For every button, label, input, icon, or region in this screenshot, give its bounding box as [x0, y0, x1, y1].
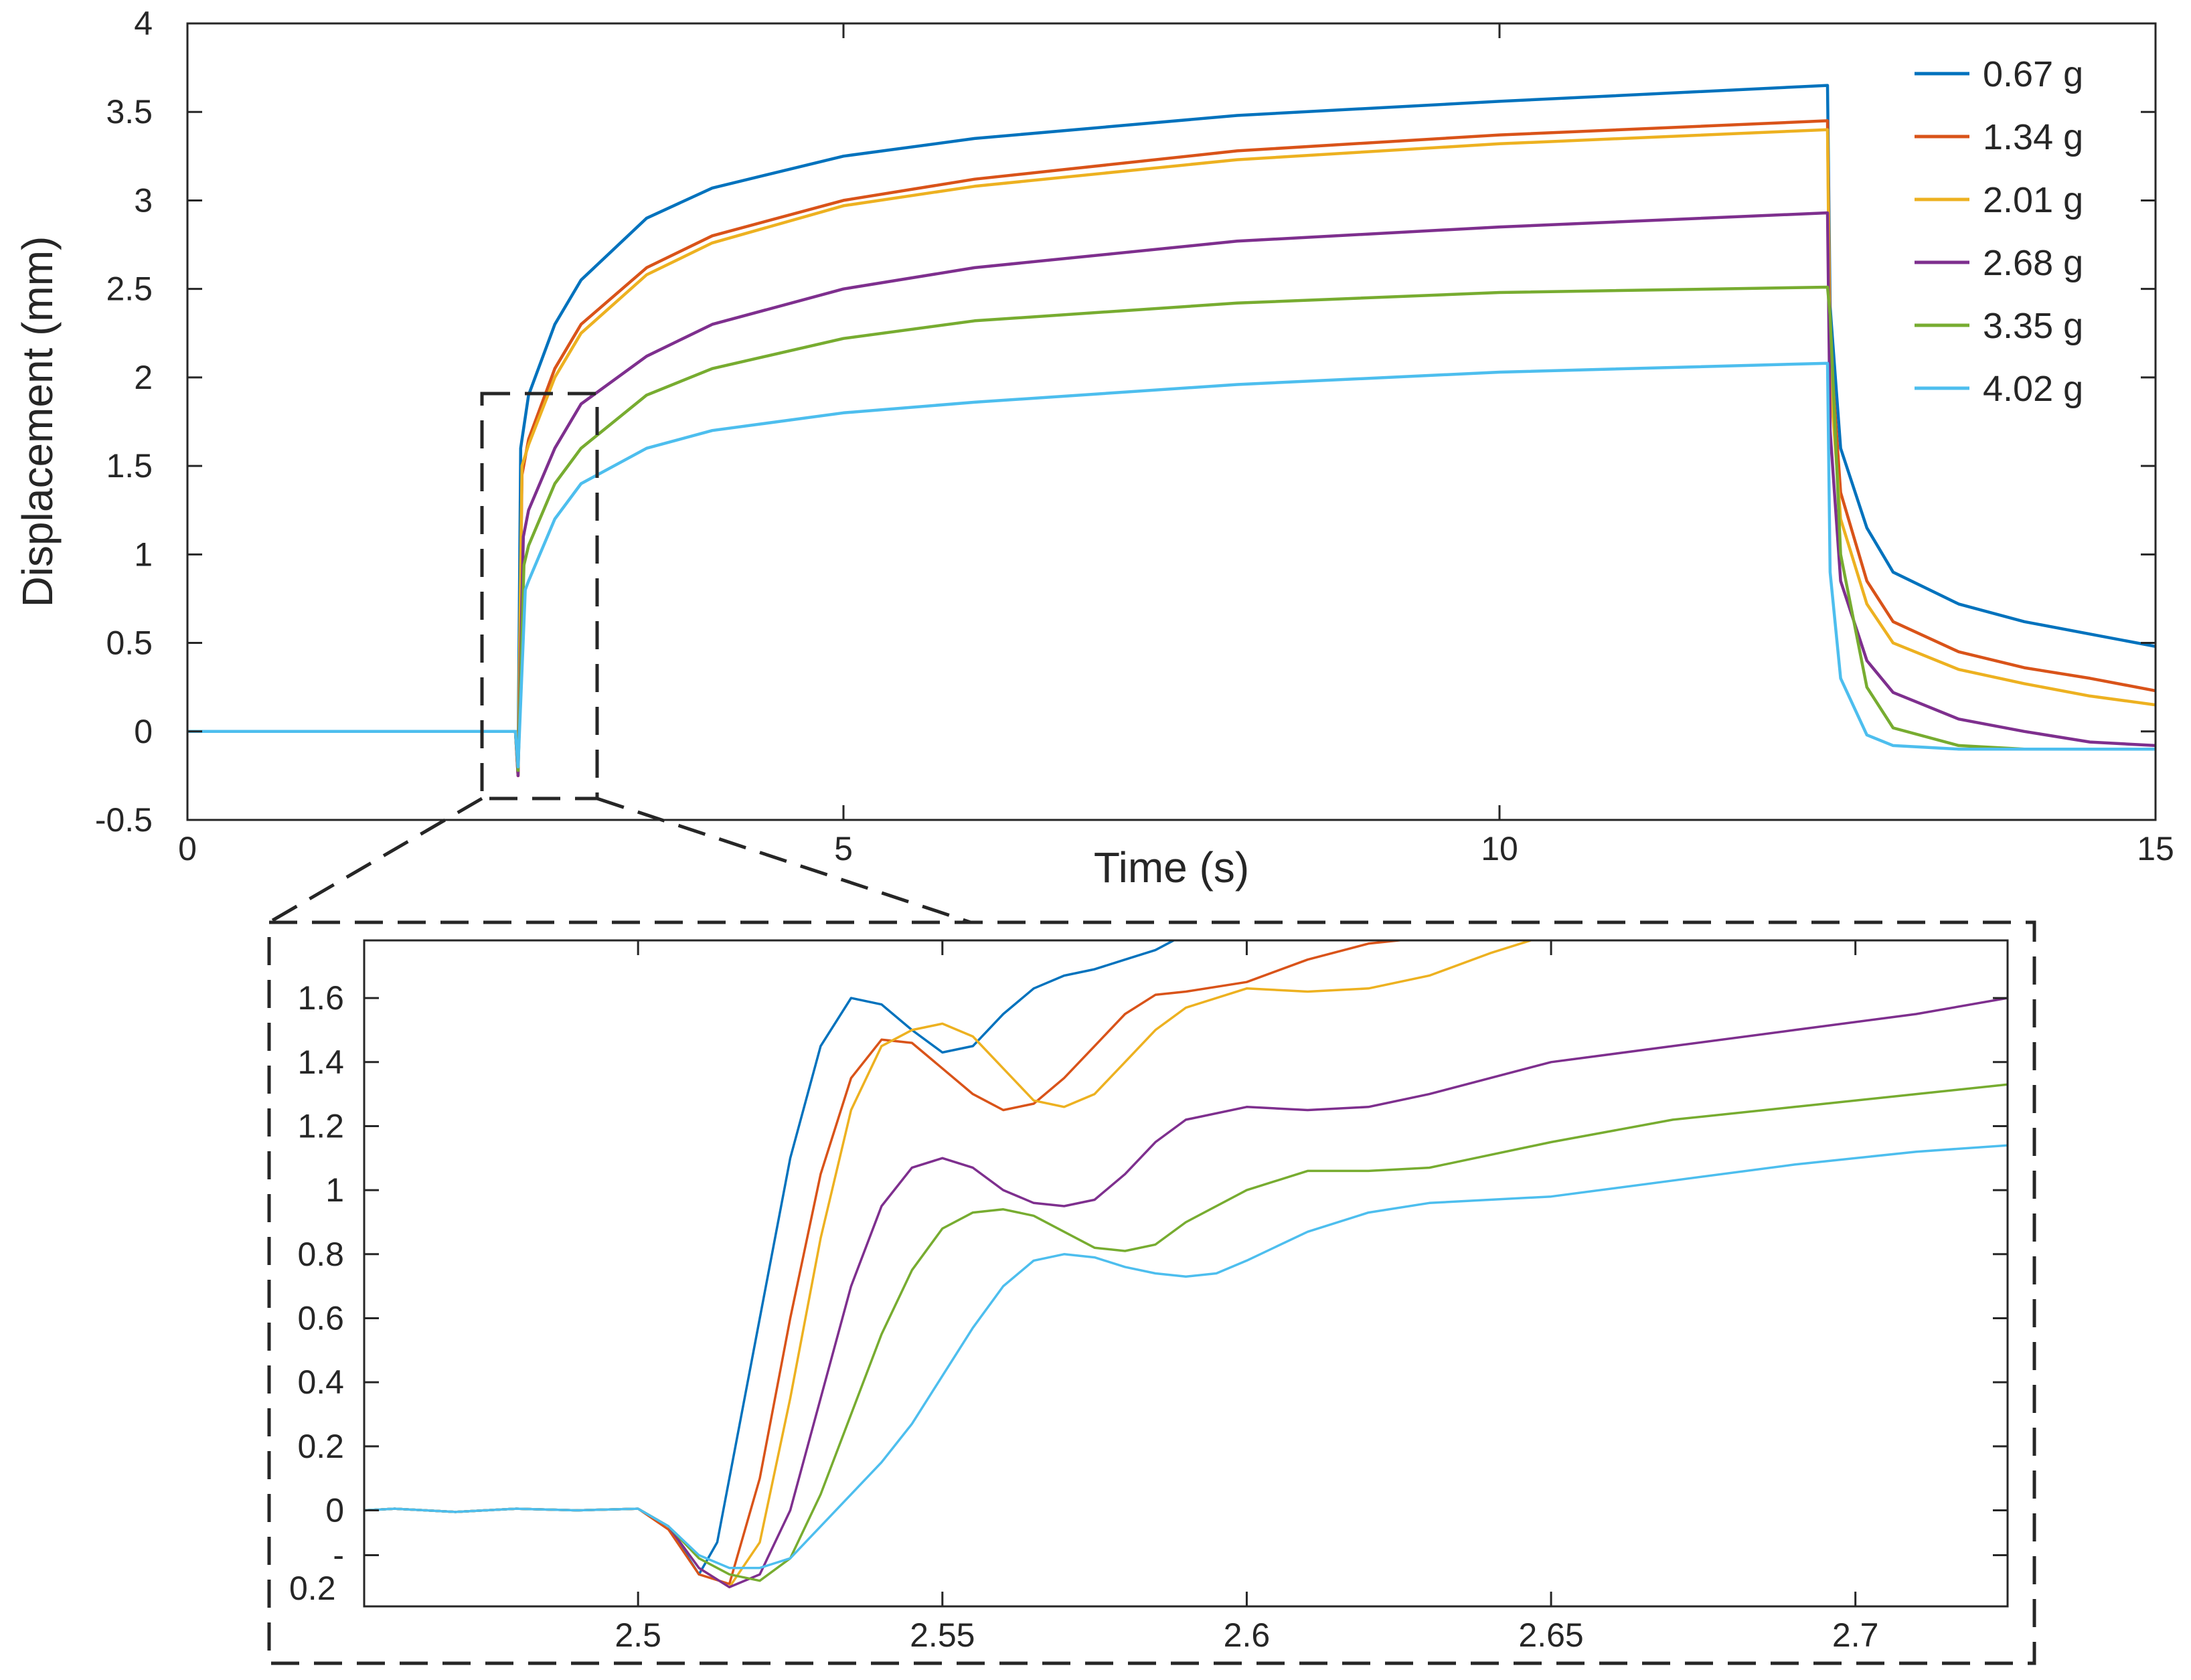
main-series-line-0	[187, 84, 2156, 765]
main-plot-frame	[186, 22, 2157, 821]
inset-dashed-border	[267, 920, 2036, 1665]
main-x-tick-label-2: 10	[1481, 830, 1518, 867]
inset-x-tick-label-4: 2.7	[1832, 1616, 1879, 1654]
main-x-tick-label-0: 0	[178, 830, 197, 867]
zoom-indicator	[267, 392, 2036, 1665]
inset-y-tick-label-7: 1.2	[297, 1107, 344, 1145]
zoom-connector-right	[596, 796, 971, 924]
inset-x-tick-label-2: 2.6	[1224, 1616, 1271, 1654]
inset-y-tick-label-extra: 0.2	[289, 1570, 336, 1607]
zoom-connector-left	[268, 796, 483, 924]
legend-label-3: 2.68 g	[1983, 243, 2083, 283]
main-x-axis: 0 5 10 15	[178, 23, 2174, 867]
main-y-tick-label-5: 2	[134, 359, 153, 396]
inset-x-tick-label-0: 2.5	[615, 1616, 661, 1654]
main-series-group	[187, 84, 2156, 778]
main-series-line-3	[187, 211, 2156, 778]
inset-x-tick-label-3: 2.65	[1518, 1616, 1583, 1654]
inset-y-tick-label-4: 0.6	[297, 1299, 344, 1337]
zoom-region-box	[480, 392, 599, 801]
inset-series-line-5	[364, 1144, 2008, 1570]
main-y-tick-label-6: 2.5	[106, 270, 153, 308]
legend-label-5: 4.02 g	[1983, 369, 2083, 409]
inset-y-tick-label-1: 0	[325, 1491, 344, 1529]
inset-chart: 2.5 2.55 2.6 2.65 2.7 - 0 0.2 0.4 0.6 0.8 1 1.2 1.4 1…	[289, 939, 2009, 1654]
main-x-tick-label-3: 15	[2137, 830, 2174, 867]
inset-series-line-3	[364, 997, 2008, 1589]
main-y-axis: -0.5 0 0.5 1 1.5 2 2.5 3 3.5 4	[95, 5, 2156, 839]
legend-label-2: 2.01 g	[1983, 180, 2083, 220]
legend-label-0: 0.67 g	[1983, 54, 2083, 94]
main-y-tick-label-8: 3.5	[106, 93, 153, 131]
inset-y-tick-label-3: 0.4	[297, 1363, 344, 1401]
main-y-tick-label-2: 0.5	[106, 624, 153, 662]
main-y-tick-label-1: 0	[134, 713, 153, 750]
inset-series-line-4	[364, 1083, 2008, 1582]
inset-y-tick-label-9: 1.6	[297, 979, 344, 1017]
inset-y-tick-label-0: -	[333, 1536, 344, 1574]
inset-series-line-1	[364, 940, 1410, 1586]
main-y-tick-label-3: 1	[134, 535, 153, 573]
inset-x-axis: 2.5 2.55 2.6 2.65 2.7	[615, 940, 1878, 1654]
main-y-tick-label-7: 3	[134, 181, 153, 219]
inset-y-tick-label-2: 0.2	[297, 1428, 344, 1465]
inset-plot-frame	[363, 939, 2009, 1608]
x-axis-title: Time (s)	[1094, 843, 1249, 892]
legend: 0.67 g 1.34 g 2.01 g 2.68 g 3.35 g 4.02 g	[1915, 54, 2083, 409]
inset-series-line-2	[364, 940, 1535, 1589]
main-series-line-5	[187, 361, 2156, 768]
main-series-line-4	[187, 285, 2156, 772]
inset-x-tick-label-1: 2.55	[910, 1616, 975, 1654]
main-y-tick-label-9: 4	[134, 5, 153, 42]
main-x-tick-label-1: 5	[834, 830, 853, 867]
inset-y-tick-label-8: 1.4	[297, 1043, 344, 1081]
main-y-tick-label-0: -0.5	[95, 801, 153, 839]
y-axis-title: Displacement (mm)	[13, 236, 62, 608]
legend-label-4: 3.35 g	[1983, 306, 2083, 346]
main-series-line-2	[187, 128, 2156, 778]
inset-y-axis: - 0 0.2 0.4 0.6 0.8 1 1.2 1.4 1.6	[297, 979, 2008, 1574]
legend-label-1: 1.34 g	[1983, 117, 2083, 157]
inset-y-tick-label-5: 0.8	[297, 1236, 344, 1273]
inset-y-tick-label-6: 1	[325, 1171, 344, 1209]
inset-series-group	[364, 940, 2008, 1589]
main-y-tick-label-4: 1.5	[106, 447, 153, 485]
main-chart: 0 5 10 15 -0.5 0 0.5 1 1.5 2 2.5 3 3.5 4 Time (s) Di…	[13, 5, 2174, 892]
